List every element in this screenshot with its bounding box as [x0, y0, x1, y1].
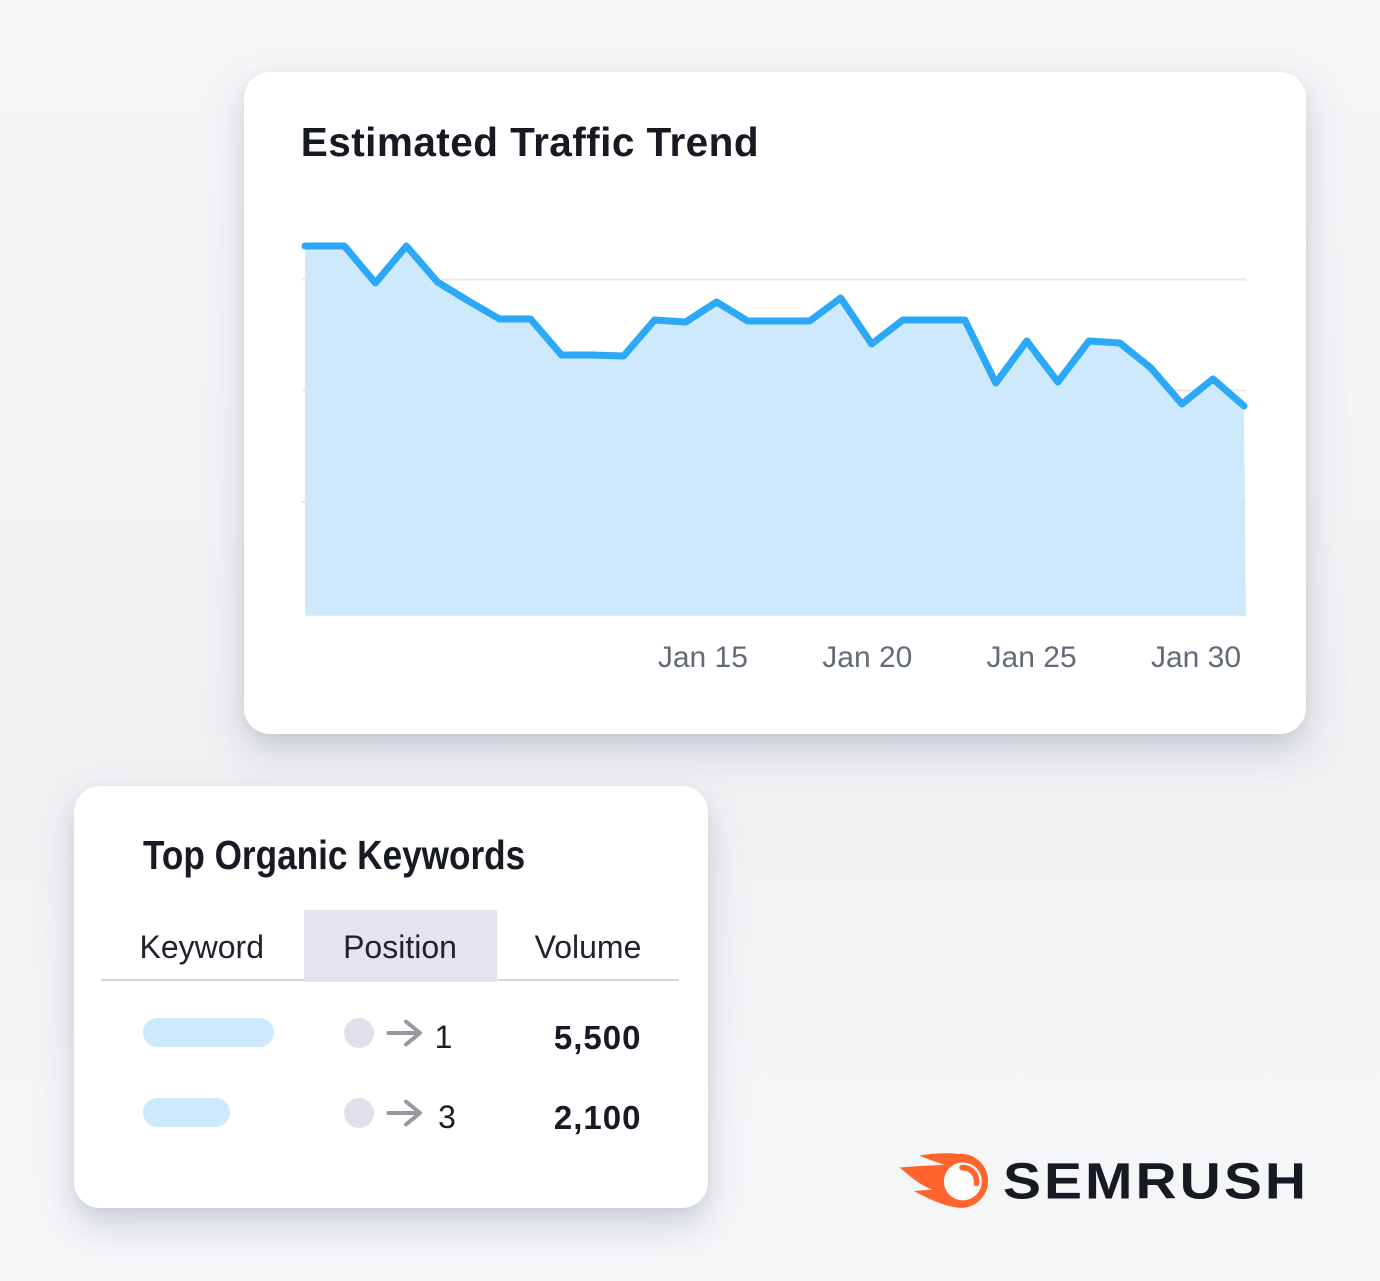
svg-text:SEMRUSH: SEMRUSH — [1003, 1153, 1306, 1210]
